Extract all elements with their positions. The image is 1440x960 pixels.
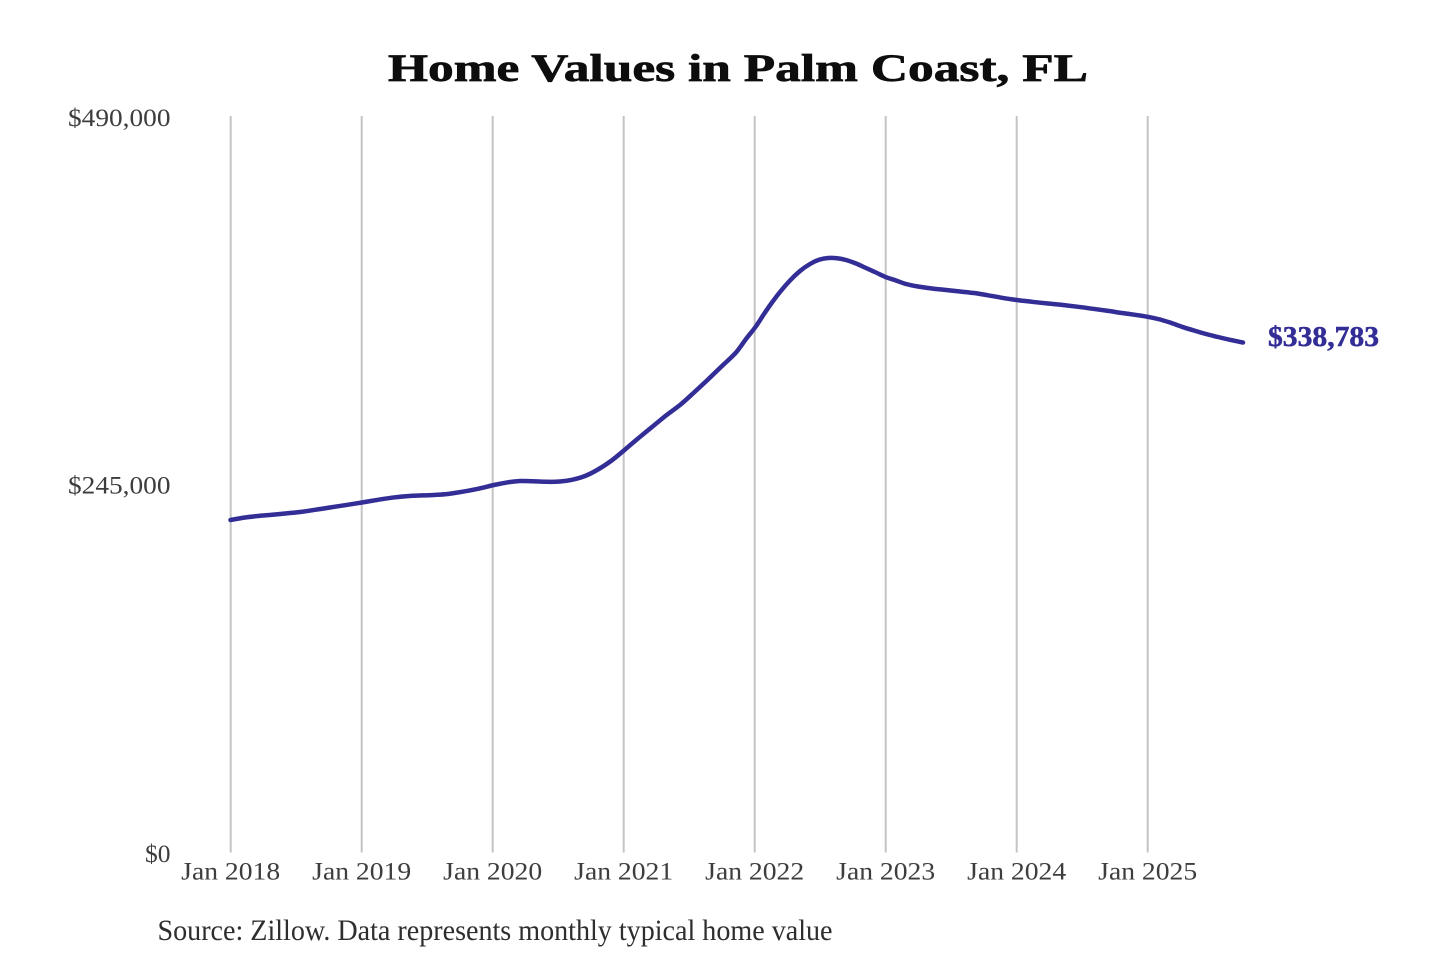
svg-text:Source: Zillow. Data represent: Source: Zillow. Data represents monthly … [158,914,833,947]
svg-text:Jan 2019: Jan 2019 [312,859,411,886]
svg-text:$245,000: $245,000 [68,473,171,500]
svg-text:Home Values in Palm Coast, FL: Home Values in Palm Coast, FL [388,47,1088,90]
svg-text:$0: $0 [145,841,171,868]
svg-text:Jan 2023: Jan 2023 [836,859,935,886]
svg-text:Jan 2018: Jan 2018 [181,859,280,886]
svg-text:Jan 2025: Jan 2025 [1098,859,1197,886]
svg-text:$338,783: $338,783 [1268,321,1379,353]
svg-text:Jan 2021: Jan 2021 [574,859,673,886]
svg-text:Jan 2024: Jan 2024 [967,859,1067,886]
svg-text:Jan 2022: Jan 2022 [705,859,804,886]
svg-text:$490,000: $490,000 [68,105,171,132]
svg-text:Jan 2020: Jan 2020 [443,859,542,886]
